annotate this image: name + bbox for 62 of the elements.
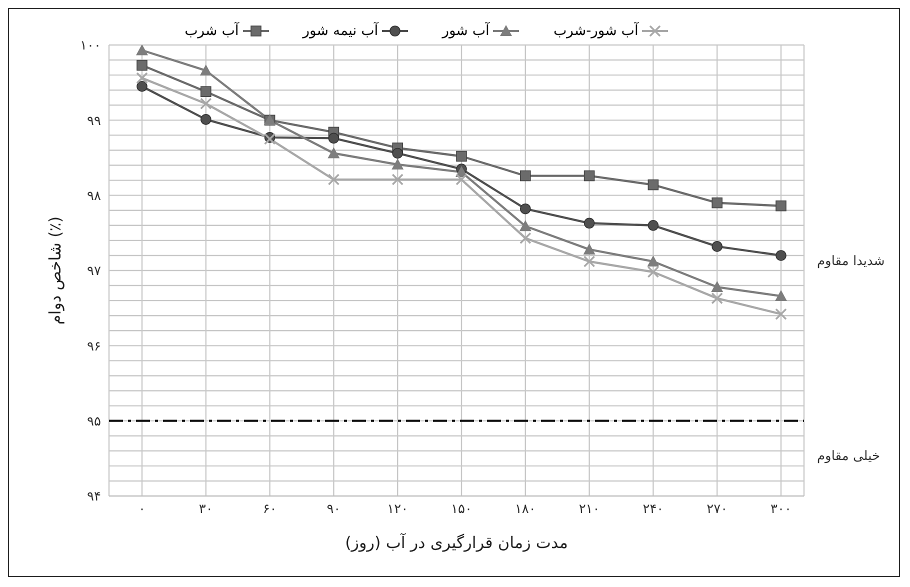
point <box>328 132 340 144</box>
point <box>775 308 787 320</box>
point <box>520 232 532 244</box>
point <box>775 290 787 302</box>
point <box>456 174 468 186</box>
x-tick-label: ۲۴۰ <box>642 502 664 518</box>
legend-label: آب شور-شرب <box>553 23 638 39</box>
y-tick-label: ۹۸ <box>87 188 102 204</box>
x-axis-title: مدت زمان قرارگیری در آب (روز) <box>345 532 568 552</box>
point <box>136 60 148 71</box>
text: خیلی مقاوم <box>817 449 880 464</box>
legend-label: آب شور <box>442 23 490 39</box>
y-tick-label: ۹۶ <box>87 339 101 354</box>
x-tick-label: ۱۵۰ <box>451 502 472 518</box>
point <box>136 80 148 92</box>
point <box>584 170 595 182</box>
point <box>200 98 212 110</box>
point <box>136 45 148 56</box>
point <box>712 241 722 252</box>
point <box>648 220 659 231</box>
point <box>520 170 531 182</box>
point <box>776 250 786 261</box>
point <box>711 281 724 292</box>
x-tick-label: ۹۰ <box>326 502 341 518</box>
point <box>328 147 340 158</box>
point <box>519 220 532 232</box>
y-tick-label: ۹۷ <box>87 264 102 280</box>
point <box>711 292 723 304</box>
y-tick-label: ۱۰۰ <box>80 38 101 54</box>
point <box>392 148 403 159</box>
point <box>647 266 660 278</box>
x-tick-label: ۳۰۰ <box>770 502 792 518</box>
x-tick-label: ۶۰ <box>262 502 277 518</box>
x-tick-label: ۱۸۰ <box>514 502 536 518</box>
legend-label: آب نیمه شور <box>302 23 378 39</box>
point <box>583 256 596 268</box>
point <box>776 200 786 212</box>
point <box>712 197 722 208</box>
point <box>136 72 148 84</box>
x-tick-label: ۱۲۰ <box>387 502 408 518</box>
x-tick-label: ۳۰ <box>198 502 213 518</box>
point <box>583 243 596 254</box>
text: شدیدا مقاوم <box>817 254 885 269</box>
point <box>328 174 340 186</box>
point <box>200 86 212 98</box>
legend-label: آب شرب <box>184 23 239 39</box>
point <box>200 64 212 76</box>
x-tick-label: ۲۱۰ <box>578 502 600 518</box>
point <box>456 150 467 162</box>
point <box>584 218 595 229</box>
point <box>520 203 531 214</box>
x-tick-label: ۰ <box>138 502 146 518</box>
point <box>647 255 660 266</box>
y-tick-label: ۹۵ <box>87 414 102 430</box>
point <box>392 158 404 170</box>
x-tick-label: ۲۷۰ <box>706 502 728 518</box>
y-tick-label: ۹۹ <box>87 114 102 129</box>
y-axis-title: شاخص دوام (٪) <box>46 216 65 325</box>
point <box>392 174 404 186</box>
y-tick-label: ۹۴ <box>87 490 102 505</box>
point <box>648 179 659 190</box>
point <box>200 114 212 125</box>
